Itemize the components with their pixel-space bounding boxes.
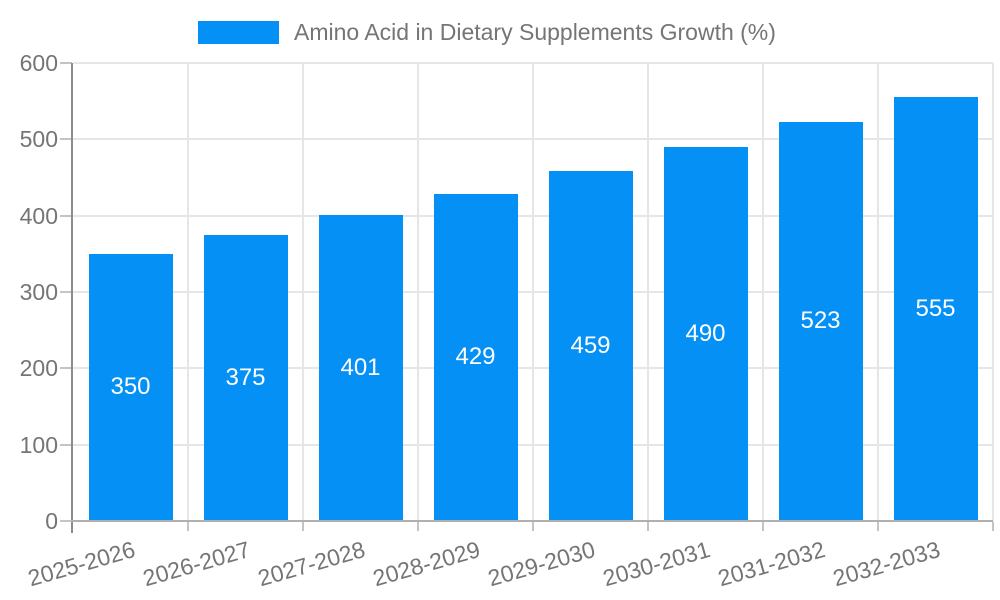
v-gridline xyxy=(302,63,304,521)
bar-value-label: 490 xyxy=(685,319,726,347)
legend-item[interactable]: Amino Acid in Dietary Supplements Growth… xyxy=(198,21,776,44)
x-tick-mark xyxy=(417,522,419,531)
x-category-label: 2027-2028 xyxy=(254,536,368,592)
x-tick-mark xyxy=(302,522,304,531)
y-tick-mark xyxy=(60,62,72,64)
y-tick-mark xyxy=(60,520,72,522)
v-gridline xyxy=(762,63,764,521)
y-tick-label: 500 xyxy=(19,126,58,153)
x-category-label: 2029-2030 xyxy=(484,536,598,592)
x-tick-mark xyxy=(647,522,649,531)
x-axis-line xyxy=(71,520,993,522)
x-category-label: 2031-2032 xyxy=(714,536,828,592)
bar-value-label: 459 xyxy=(570,331,611,359)
y-tick-label: 300 xyxy=(19,279,58,305)
x-tick-mark xyxy=(992,522,994,531)
v-gridline xyxy=(647,63,649,521)
x-tick-mark xyxy=(762,522,764,531)
y-tick-label: 200 xyxy=(19,355,58,382)
bar[interactable]: 555 xyxy=(893,97,978,521)
y-tick-mark xyxy=(60,138,72,141)
bar[interactable]: 459 xyxy=(548,170,633,521)
bar-value-label: 429 xyxy=(455,343,496,371)
bar[interactable]: 350 xyxy=(88,253,173,521)
x-category-label: 2032-2033 xyxy=(829,536,943,592)
v-gridline xyxy=(992,63,994,521)
y-tick-label: 400 xyxy=(19,202,58,229)
v-gridline xyxy=(877,63,879,521)
bar-value-label: 350 xyxy=(110,373,151,401)
x-category-label: 2025-2026 xyxy=(24,536,138,592)
x-category-label: 2026-2027 xyxy=(139,536,253,592)
bar-value-label: 375 xyxy=(225,363,266,391)
y-tick-mark xyxy=(60,367,72,370)
legend-swatch xyxy=(198,21,279,44)
x-category-label: 2030-2031 xyxy=(599,536,713,592)
bar[interactable]: 429 xyxy=(433,193,518,521)
x-tick-mark xyxy=(532,522,534,531)
bar-value-label: 523 xyxy=(800,307,841,335)
bar-value-label: 555 xyxy=(915,295,956,323)
x-tick-mark xyxy=(877,522,879,531)
bar[interactable]: 523 xyxy=(778,121,863,521)
y-tick-mark xyxy=(60,214,72,217)
y-tick-label: 600 xyxy=(19,50,58,76)
bar[interactable]: 375 xyxy=(203,234,288,521)
y-tick-label: 100 xyxy=(19,431,58,458)
v-gridline xyxy=(417,63,419,521)
y-axis-line xyxy=(71,63,73,533)
legend-label: Amino Acid in Dietary Supplements Growth… xyxy=(294,19,776,45)
v-gridline xyxy=(187,63,189,521)
bar[interactable]: 401 xyxy=(318,214,403,521)
y-tick-label: 0 xyxy=(45,508,58,534)
bar[interactable]: 490 xyxy=(663,146,748,521)
y-tick-mark xyxy=(60,291,72,293)
bar-value-label: 401 xyxy=(340,353,381,381)
v-gridline xyxy=(532,63,534,521)
x-category-label: 2028-2029 xyxy=(369,536,483,592)
y-tick-mark xyxy=(60,443,72,446)
x-tick-mark xyxy=(187,522,189,531)
